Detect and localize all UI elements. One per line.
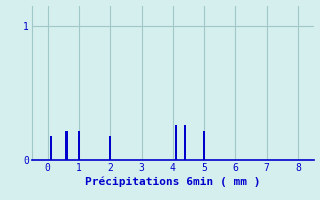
Bar bbox=[78, 131, 80, 160]
Bar bbox=[50, 136, 52, 160]
Bar bbox=[109, 136, 111, 160]
X-axis label: Précipitations 6min ( mm ): Précipitations 6min ( mm ) bbox=[85, 177, 260, 187]
Bar bbox=[184, 125, 187, 160]
Bar bbox=[175, 125, 177, 160]
Bar bbox=[65, 131, 68, 160]
Bar bbox=[203, 131, 205, 160]
